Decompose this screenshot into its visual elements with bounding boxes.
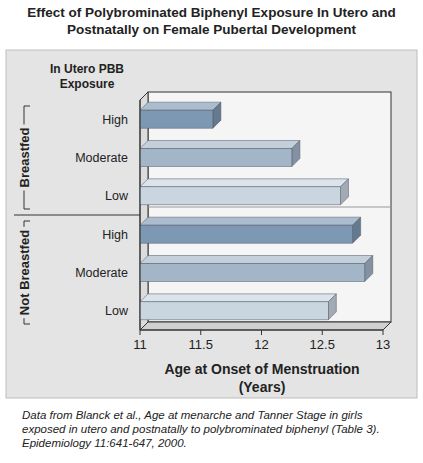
bar-side [340, 179, 348, 205]
group-bracket [24, 106, 30, 107]
x-tick-label: 12.5 [310, 337, 335, 352]
category-label: Moderate [75, 151, 128, 165]
bar [140, 225, 353, 243]
x-tick [140, 330, 141, 335]
category-label: High [102, 113, 128, 127]
bar [140, 264, 365, 282]
bar-side [353, 217, 361, 243]
chart-title: Effect of Polybrominated Biphenyl Exposu… [20, 4, 403, 38]
bar [140, 110, 213, 128]
y-axis-line [140, 100, 141, 330]
bar-group [140, 102, 221, 128]
bar-group [140, 256, 373, 282]
panel-divider [14, 215, 140, 216]
caption: Data from Blanck et al., Age at menarche… [22, 408, 407, 450]
group-bracket [24, 324, 30, 325]
bar-group [140, 294, 336, 320]
bar [140, 149, 292, 167]
x-tick [200, 330, 201, 335]
bar-top [140, 179, 348, 187]
bar-top [140, 294, 336, 302]
bar-side [328, 294, 336, 320]
category-label: Moderate [75, 266, 128, 280]
x-tick-label: 11 [133, 337, 147, 352]
bar-side [213, 102, 221, 128]
chart-background [6, 50, 417, 398]
group-bracket [24, 209, 30, 210]
category-label: Low [105, 304, 129, 318]
group-label: Breastfed [17, 127, 32, 187]
bars [140, 102, 373, 320]
bar [140, 302, 328, 320]
bar-side [292, 141, 300, 167]
category-label: Low [105, 189, 129, 203]
category-label: High [102, 228, 128, 242]
floor [140, 322, 391, 330]
x-tick-label: 11.5 [189, 337, 213, 352]
x-tick [261, 330, 262, 335]
group-bracket [24, 221, 30, 222]
group-label-bg [17, 227, 32, 318]
x-axis-label: Age at Onset of Menstruation (Years) [142, 360, 382, 396]
bar-top [140, 102, 221, 110]
bar-side [365, 256, 373, 282]
bar-group [140, 141, 300, 167]
category-axis-title: In Utero PBB Exposure [48, 62, 126, 92]
x-tick [383, 330, 384, 335]
group-label: Not Breastfed [17, 230, 32, 315]
group-label-bg [17, 124, 32, 190]
bar-group [140, 179, 348, 205]
x-tick [322, 330, 323, 335]
panel-divider [148, 207, 391, 208]
bar-top [140, 217, 361, 225]
bar-top [140, 256, 373, 264]
x-tick-label: 12 [254, 337, 268, 352]
bar-top [140, 141, 300, 149]
x-tick-label: 13 [376, 337, 390, 352]
bar-group [140, 217, 361, 243]
bar [140, 187, 340, 205]
